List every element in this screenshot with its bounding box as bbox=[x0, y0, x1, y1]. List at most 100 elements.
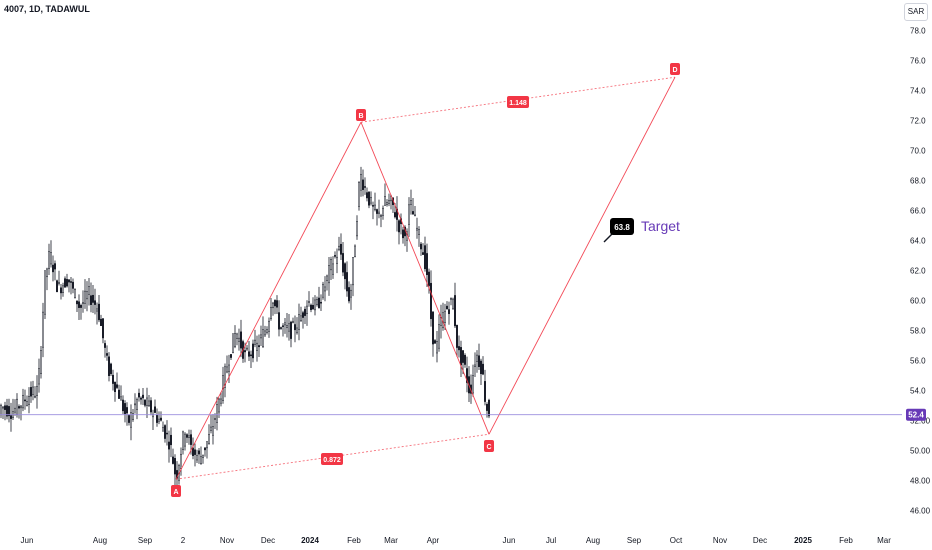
candle-body bbox=[272, 302, 274, 309]
candle-body bbox=[378, 211, 380, 214]
candle-body bbox=[180, 453, 182, 469]
candle-body bbox=[140, 397, 142, 400]
candle-body bbox=[224, 366, 226, 388]
candle-body bbox=[448, 309, 450, 315]
candle-body bbox=[24, 399, 26, 402]
candle-body bbox=[480, 360, 482, 375]
candle-body bbox=[186, 434, 188, 438]
x-tick-label: Jun bbox=[503, 536, 516, 545]
point-badge bbox=[356, 109, 366, 121]
candle-body bbox=[374, 204, 376, 211]
candle-body bbox=[416, 227, 418, 231]
candle-body bbox=[132, 413, 134, 420]
point-label: B bbox=[358, 113, 363, 120]
candle-body bbox=[28, 396, 30, 405]
candle-body bbox=[432, 311, 434, 345]
candles bbox=[0, 166, 490, 488]
ratio-line-ac bbox=[175, 433, 490, 480]
x-tick-label: Apr bbox=[427, 536, 440, 545]
candle-body bbox=[308, 301, 310, 303]
candle-body bbox=[430, 282, 432, 320]
candle-body bbox=[162, 427, 164, 432]
candle-body bbox=[446, 305, 448, 310]
candle-body bbox=[42, 311, 44, 348]
callout-badge bbox=[610, 218, 634, 235]
y-tick-label: 46.00 bbox=[910, 507, 931, 516]
candle-body bbox=[288, 323, 290, 332]
candle-body bbox=[198, 450, 200, 455]
candle-body bbox=[38, 368, 40, 385]
candle-body bbox=[254, 339, 256, 345]
candle-body bbox=[50, 252, 52, 265]
x-tick-label: Aug bbox=[586, 536, 600, 545]
candle-body bbox=[328, 265, 330, 284]
ratio-label: 0.872 bbox=[323, 457, 341, 464]
candle-body bbox=[318, 297, 320, 309]
candle-body bbox=[160, 417, 162, 421]
y-tick-label: 72.0 bbox=[910, 117, 926, 126]
candle-body bbox=[234, 333, 236, 347]
candle-body bbox=[128, 415, 130, 423]
candle-body bbox=[408, 204, 410, 225]
candle-body bbox=[8, 406, 10, 417]
candle-body bbox=[122, 399, 124, 412]
candle-body bbox=[262, 329, 264, 347]
candle-body bbox=[138, 392, 140, 398]
candle-body bbox=[142, 394, 144, 399]
x-tick-label: Mar bbox=[877, 536, 891, 545]
candle-body bbox=[410, 200, 412, 205]
candle-body bbox=[64, 278, 66, 288]
candle-body bbox=[486, 404, 488, 411]
candle-body bbox=[116, 384, 118, 388]
candle-body bbox=[352, 257, 354, 286]
candle-body bbox=[220, 398, 222, 404]
x-tick-label: Nov bbox=[713, 536, 727, 545]
ratio-label: 1.148 bbox=[509, 100, 527, 107]
candle-body bbox=[166, 432, 168, 435]
candle-body bbox=[202, 454, 204, 458]
candle-body bbox=[460, 347, 462, 366]
candle-body bbox=[16, 398, 18, 415]
candle-body bbox=[484, 381, 486, 402]
candle-body bbox=[212, 426, 214, 436]
candle-body bbox=[98, 303, 100, 321]
candle-body bbox=[174, 458, 176, 475]
candle-body bbox=[260, 334, 262, 339]
point-label: A bbox=[173, 489, 178, 496]
point-badge bbox=[484, 440, 494, 452]
y-tick-label: 66.0 bbox=[910, 207, 926, 216]
candle-body bbox=[306, 305, 308, 314]
candle-body bbox=[22, 394, 24, 409]
currency-button[interactable]: SAR bbox=[904, 3, 928, 21]
candle-body bbox=[370, 197, 372, 204]
candle-body bbox=[192, 447, 194, 456]
candle-body bbox=[114, 381, 116, 392]
candle-body bbox=[218, 398, 220, 413]
candle-body bbox=[244, 350, 246, 353]
candle-body bbox=[338, 245, 340, 250]
candle-body bbox=[298, 314, 300, 330]
candle-body bbox=[118, 389, 120, 399]
candle-body bbox=[316, 299, 318, 305]
candle-body bbox=[84, 290, 86, 304]
candle-body bbox=[34, 395, 36, 398]
candle-body bbox=[10, 415, 12, 419]
y-tick-label: 58.0 bbox=[910, 327, 926, 336]
candle-body bbox=[226, 366, 228, 373]
x-tick-label: Mar bbox=[384, 536, 398, 545]
candle-body bbox=[462, 350, 464, 363]
candle-body bbox=[248, 351, 250, 357]
candle-body bbox=[336, 256, 338, 264]
candle-body bbox=[418, 229, 420, 235]
candle-body bbox=[474, 364, 476, 367]
candle-body bbox=[450, 297, 452, 300]
candle-body bbox=[88, 286, 90, 295]
candle-body bbox=[130, 412, 132, 428]
candle-body bbox=[144, 399, 146, 406]
candle-body bbox=[412, 211, 414, 215]
x-tick-label: Nov bbox=[220, 536, 234, 545]
candle-body bbox=[398, 220, 400, 233]
candle-body bbox=[344, 263, 346, 280]
candle-body bbox=[302, 312, 304, 318]
